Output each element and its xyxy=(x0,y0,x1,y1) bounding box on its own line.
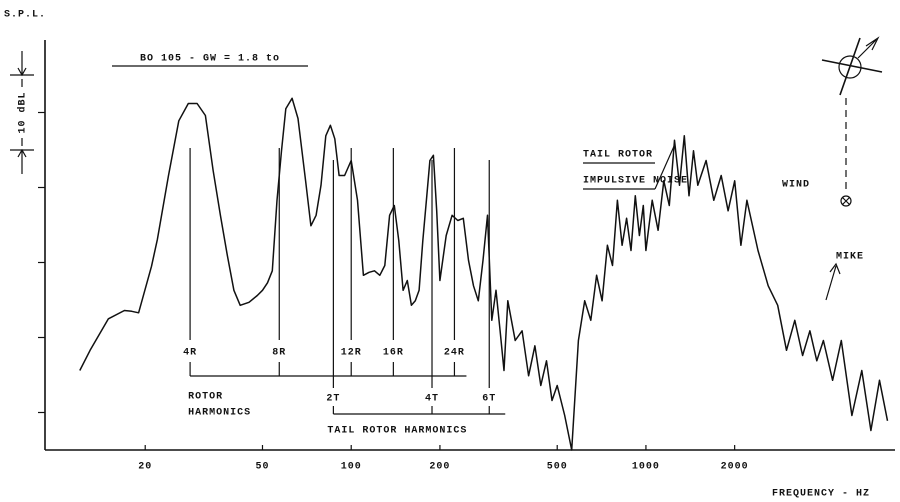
helicopter-icon xyxy=(821,36,883,96)
harmonic-label: 8R xyxy=(272,348,286,359)
x-axis-label: FREQUENCY - HZ xyxy=(772,489,870,500)
scale-bar-label: 10 dBL xyxy=(17,91,29,133)
x-tick-label: 50 xyxy=(255,462,269,473)
wind-label: WIND xyxy=(782,180,810,191)
x-tick-label: 200 xyxy=(429,462,450,473)
microphone xyxy=(840,195,852,207)
harmonic-group-label: ROTOR xyxy=(188,392,223,403)
harmonic-label: 12R xyxy=(341,348,362,359)
harmonic-label: 4T xyxy=(425,394,439,405)
x-tick-label: 20 xyxy=(138,462,152,473)
harmonic-group-label: HARMONICS xyxy=(188,408,251,419)
harmonic-label: 24R xyxy=(444,348,465,359)
x-tick-label: 500 xyxy=(547,462,568,473)
harmonic-label: 2T xyxy=(326,394,340,405)
harmonic-label: 6T xyxy=(482,394,496,405)
mike-label: MIKE xyxy=(836,252,864,263)
chart-title: BO 105 - GW = 1.8 to xyxy=(140,54,280,65)
rotor-blade xyxy=(839,37,861,96)
y-axis-label: S.P.L. xyxy=(4,10,46,21)
microphone-cross xyxy=(842,197,850,205)
x-tick-label: 100 xyxy=(341,462,362,473)
rotor-blade xyxy=(821,59,883,73)
x-tick-label: 1000 xyxy=(632,462,660,473)
wind-arrow xyxy=(825,262,841,301)
annotation: TAIL ROTOR xyxy=(583,150,653,161)
spectrum-line xyxy=(79,97,889,451)
harmonic-label: 16R xyxy=(383,348,404,359)
x-tick-label: 2000 xyxy=(721,462,749,473)
annotation: IMPULSIVE NOISE xyxy=(583,176,688,187)
flight-arrow xyxy=(857,36,880,59)
harmonic-label: 4R xyxy=(183,348,197,359)
leader-line xyxy=(654,143,676,190)
scale-bar xyxy=(10,51,34,174)
harmonic-group-label: TAIL ROTOR HARMONICS xyxy=(327,426,467,437)
